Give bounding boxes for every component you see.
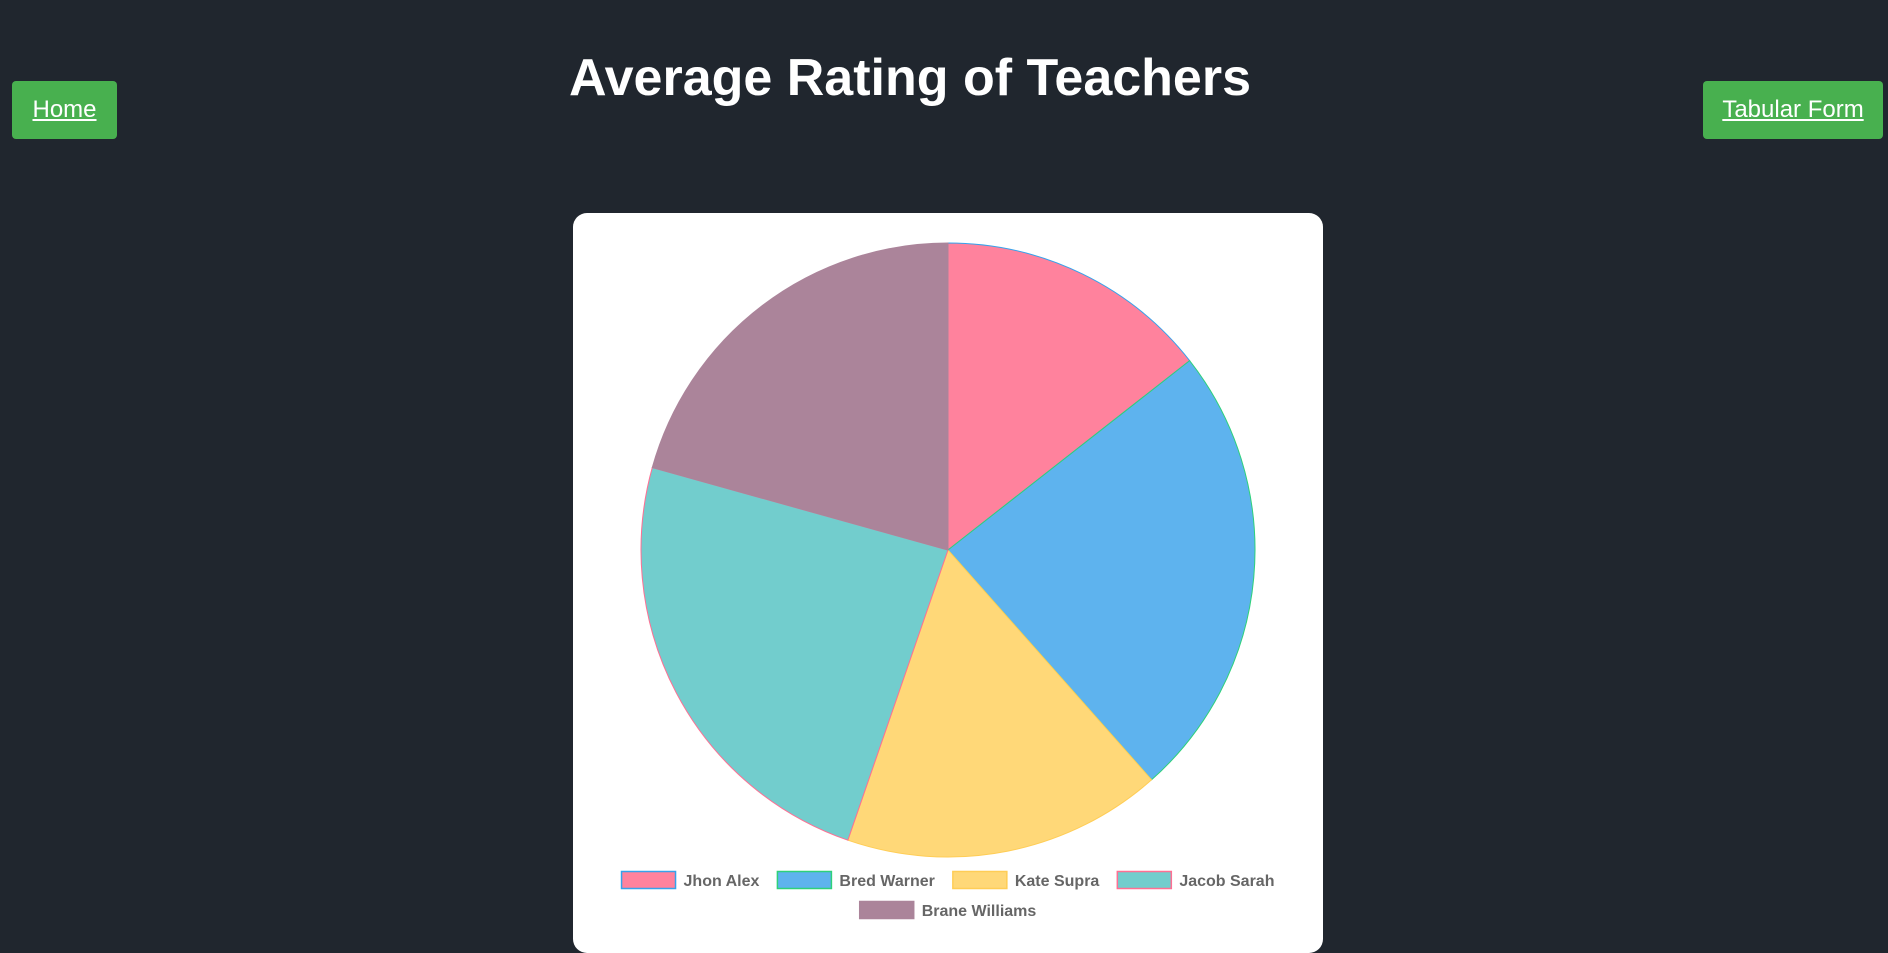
legend-label: Kate Supra: [1015, 873, 1100, 890]
legend-label: Jacob Sarah: [1179, 873, 1274, 890]
pie-slice-kate-supra[interactable]: [847, 549, 1153, 858]
legend-item-jacob-sarah[interactable]: Jacob Sarah: [1116, 870, 1274, 891]
legend-label: Brane Williams: [922, 903, 1037, 920]
legend-swatch: [858, 900, 915, 920]
chart-card: Jhon Alex Bred Warner Kate Supra Jacob Sara…: [573, 213, 1323, 953]
pie-slice-jacob-sarah[interactable]: [640, 466, 949, 841]
legend-item-jhon-alex[interactable]: Jhon Alex: [620, 870, 760, 891]
home-button[interactable]: Home: [12, 81, 117, 139]
legend-item-kate-supra[interactable]: Kate Supra: [952, 870, 1100, 891]
legend-label: Bred Warner: [839, 873, 934, 890]
pie-chart: Jhon Alex Bred Warner Kate Supra Jacob Sara…: [620, 242, 1274, 921]
legend-swatch: [776, 870, 833, 890]
pie-slices: [640, 242, 1256, 858]
legend-label: Jhon Alex: [684, 873, 760, 890]
legend-item-bred-warner[interactable]: Bred Warner: [776, 870, 935, 891]
chart-legend: Jhon Alex Bred Warner Kate Supra Jacob Sara…: [620, 870, 1274, 921]
legend-swatch: [952, 870, 1008, 890]
legend-item-brane-williams[interactable]: Brane Williams: [858, 900, 1037, 921]
pie-slice-bred-warner[interactable]: [947, 359, 1256, 781]
pie-slice-brane-williams[interactable]: [651, 242, 949, 551]
legend-swatch: [620, 870, 677, 890]
legend-swatch: [1116, 870, 1173, 890]
tabular-form-button[interactable]: Tabular Form: [1703, 81, 1883, 139]
pie-slice-jhon-alex[interactable]: [947, 242, 1191, 552]
page-title: Average Rating of Teachers: [569, 49, 1251, 107]
